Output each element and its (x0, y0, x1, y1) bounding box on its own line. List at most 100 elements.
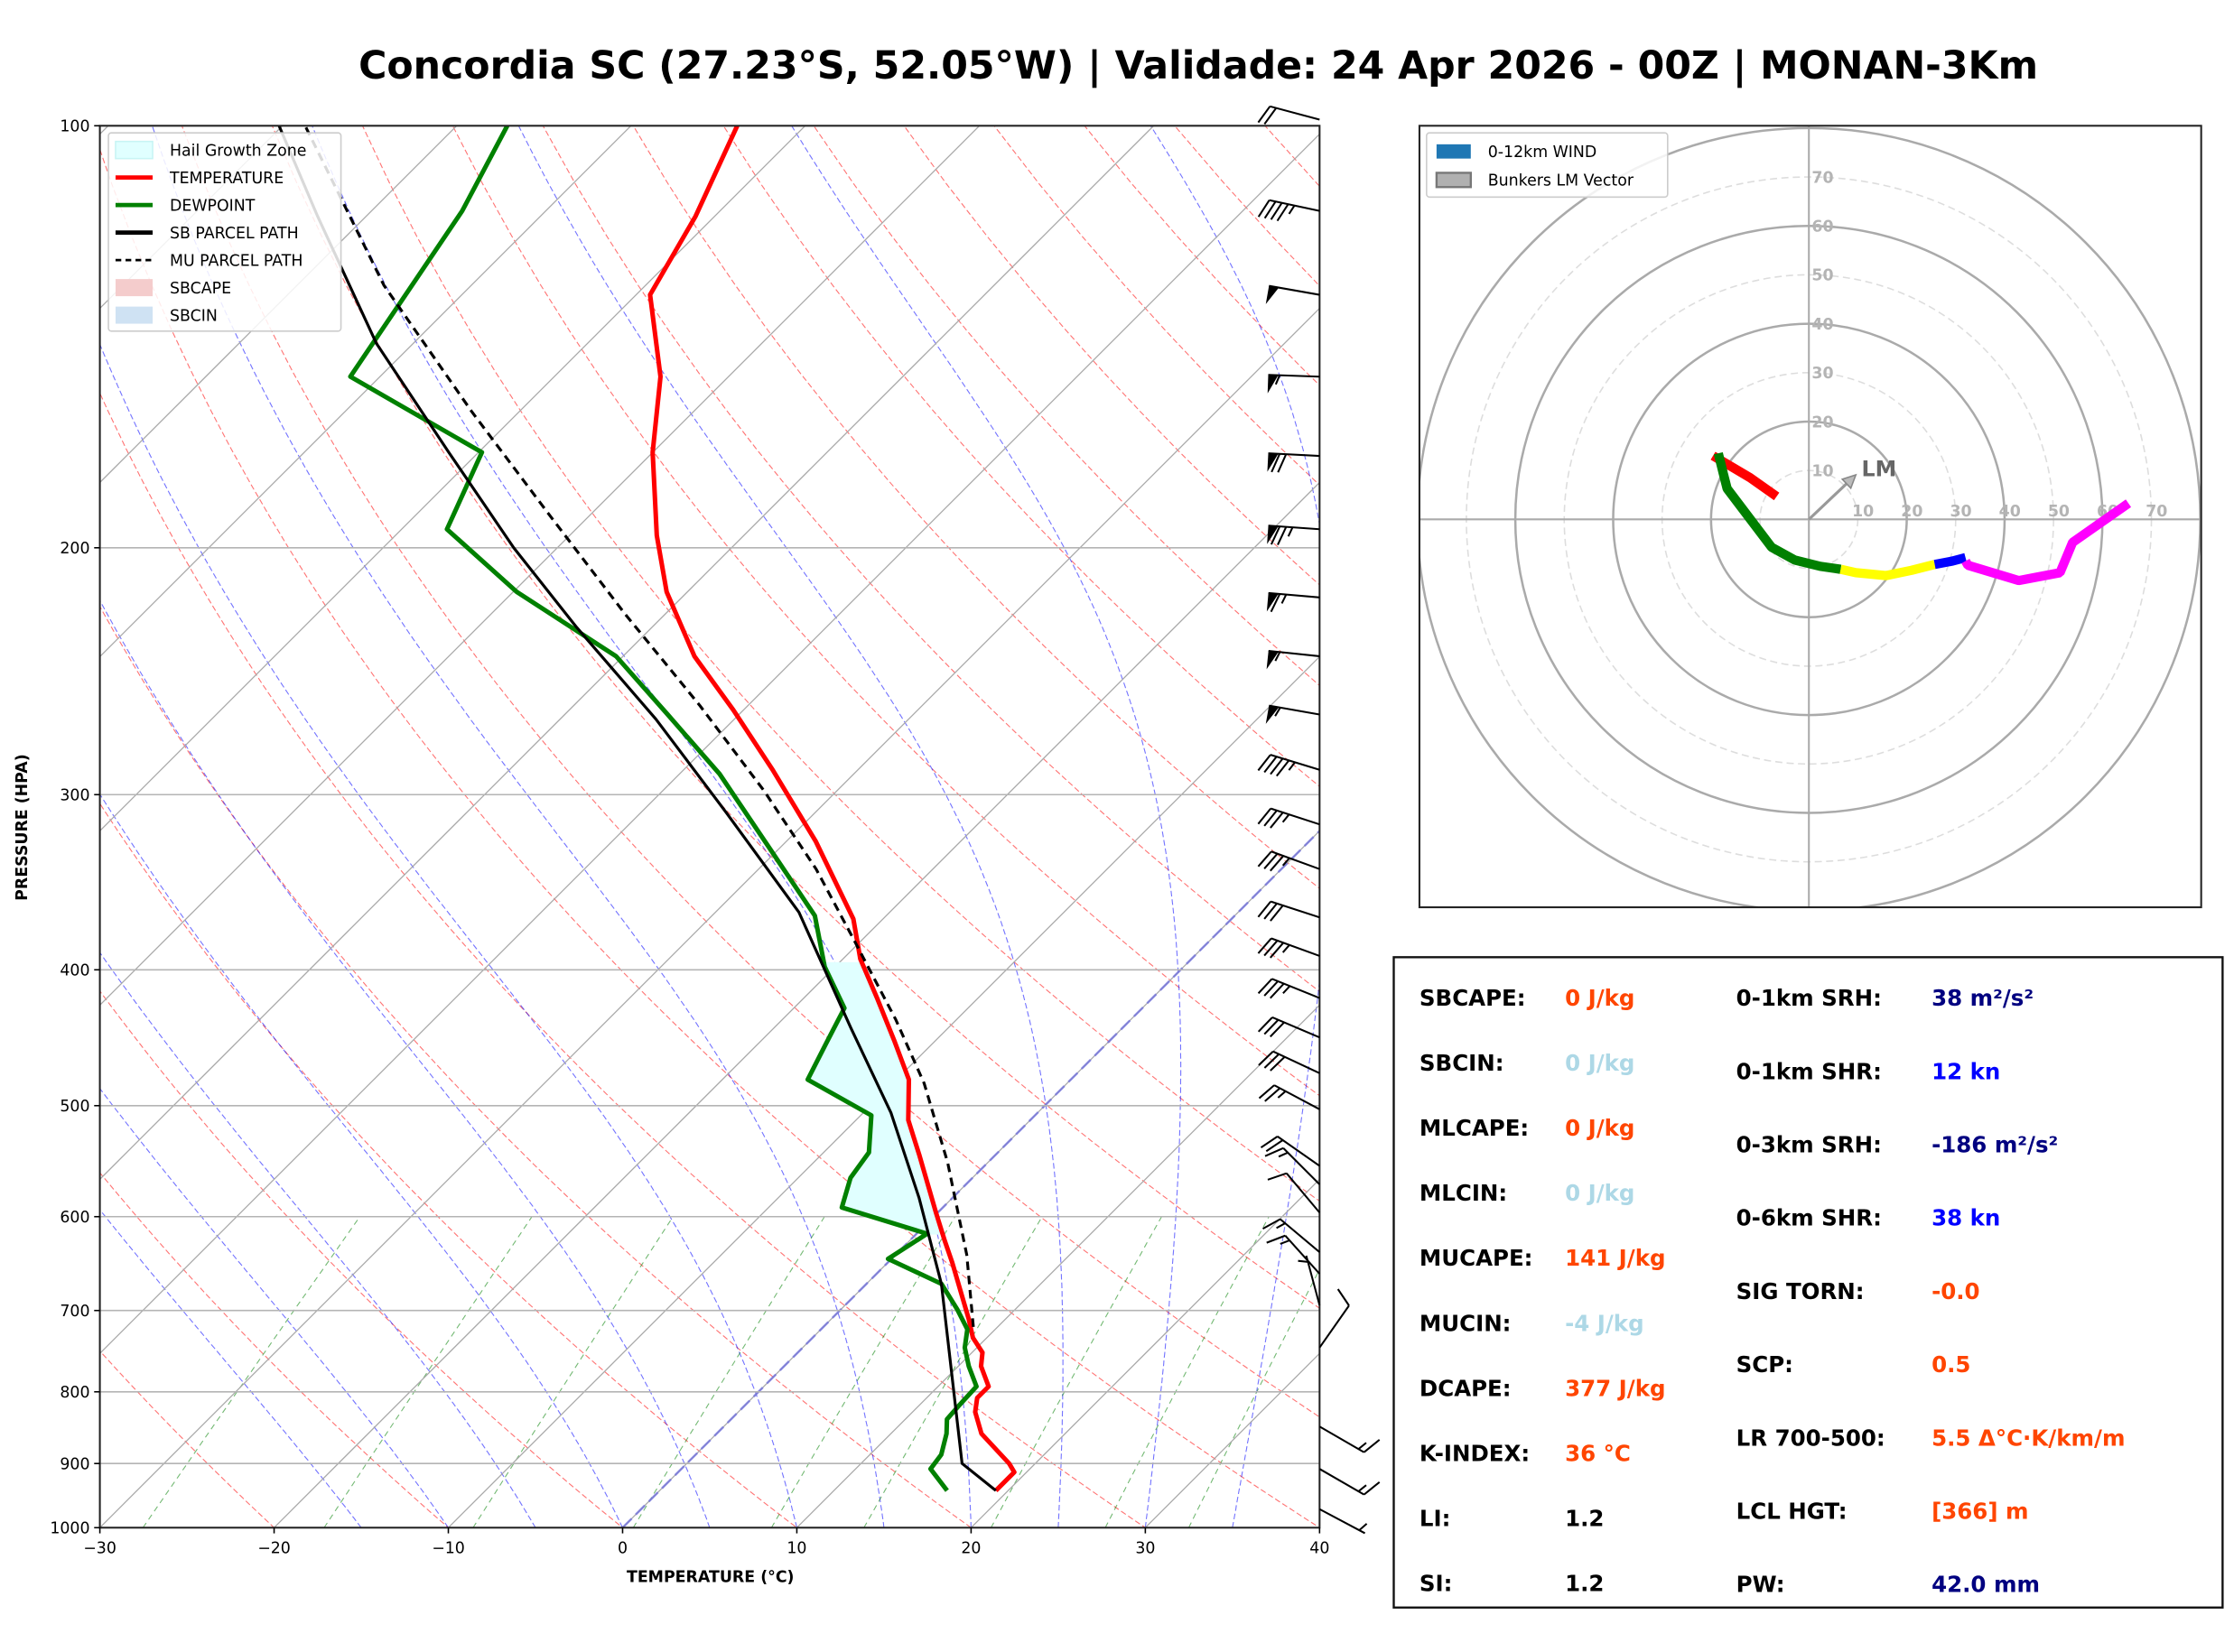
barb-staff (1305, 1255, 1321, 1306)
barb-feather (1262, 1218, 1281, 1230)
ring-label-v: 70 (1811, 169, 1833, 187)
barb-feather (1270, 202, 1283, 220)
wind-barb (1264, 1146, 1321, 1185)
y-tick-label: 100 (60, 118, 89, 136)
barb-staff (1269, 284, 1320, 296)
legend-label: Hail Growth Zone (170, 142, 306, 160)
stat-label: PW: (1736, 1572, 1785, 1598)
moist-adiabat (99, 1087, 449, 1528)
legend-label: MU PARCEL PATH (170, 252, 303, 270)
barb-staff (1277, 1136, 1320, 1167)
wind-barb (1258, 1084, 1320, 1110)
barb-half-feather (1288, 761, 1296, 771)
stat-label: MLCIN: (1420, 1180, 1507, 1206)
isotherm (448, 655, 1320, 1528)
barb-half-feather (1276, 1222, 1286, 1230)
stat-value: 0.5 (1931, 1351, 1970, 1378)
stat-row: SI: 1.2 (1420, 1570, 1605, 1596)
stat-row: SIG TORN: -0.0 (1736, 1278, 1980, 1304)
legend-label: SB PARCEL PATH (170, 225, 299, 243)
dewpoint-line (348, 125, 979, 1492)
wind-barb (1265, 284, 1320, 304)
legend-swatch (1436, 144, 1471, 159)
y-tick-label: 300 (60, 787, 89, 805)
barb-feather (1257, 754, 1271, 772)
isotherm (99, 125, 458, 484)
legend-item: TEMPERATURE (115, 170, 284, 188)
dry-adiabat (99, 803, 798, 1528)
barb-feather (1258, 1084, 1275, 1100)
stat-row: MLCIN: 0 J/kg (1420, 1180, 1635, 1206)
dry-adiabat (632, 125, 1320, 889)
barb-half-feather (1281, 857, 1290, 867)
stat-label: 0-1km SRH: (1736, 985, 1882, 1011)
legend-swatch (115, 306, 154, 324)
barb-feather (1264, 1087, 1281, 1102)
y-tick-label: 700 (60, 1303, 89, 1321)
hodograph-segment (1933, 552, 1968, 570)
stat-label: SCP: (1736, 1351, 1793, 1378)
y-tick-label: 900 (60, 1456, 89, 1474)
barb-feather (1263, 200, 1277, 219)
legend-label: Bunkers LM Vector (1488, 172, 1634, 190)
x-tick-label: 10 (787, 1540, 806, 1558)
barb-feather (1263, 852, 1279, 869)
wind-barb (1266, 649, 1320, 670)
stat-value: 36 °C (1565, 1440, 1631, 1466)
stat-row: 0-6km SHR: 38 kn (1736, 1205, 2001, 1231)
moist-adiabat (517, 125, 1064, 1528)
wind-barb (1266, 591, 1320, 613)
wind-barb (1267, 524, 1320, 546)
barb-feather (1263, 1019, 1280, 1035)
stat-value: -0.0 (1931, 1278, 1980, 1304)
stat-value: 1.2 (1565, 1505, 1604, 1531)
barb-staff (1280, 1218, 1320, 1253)
wind-barb (1257, 105, 1320, 125)
barb-feather (1276, 203, 1289, 222)
x-tick-label: −30 (83, 1540, 116, 1558)
wind-barb (1265, 704, 1320, 724)
wind-barb (1257, 807, 1320, 829)
moist-adiabat (1150, 125, 1320, 1528)
barb-staff (1268, 524, 1320, 531)
stat-value: 141 J/kg (1565, 1245, 1665, 1271)
stat-row: LCL HGT: [366] m (1736, 1498, 2029, 1524)
barb-pennant (1266, 592, 1279, 612)
barb-feather (1277, 526, 1288, 546)
barb-half-feather (1280, 594, 1288, 604)
barb-staff (1270, 105, 1320, 121)
stat-row: SBCAPE: 0 J/kg (1420, 985, 1635, 1011)
barb-feather (1277, 453, 1288, 473)
barb-feather (1264, 1146, 1284, 1157)
moist-adiabat (152, 125, 885, 1528)
stat-row: MLCAPE: 0 J/kg (1420, 1115, 1635, 1141)
legend-item: Bunkers LM Vector (1435, 172, 1634, 190)
barb-half-feather (1288, 205, 1296, 215)
barb-feather (1270, 593, 1281, 613)
isotherm (99, 125, 806, 832)
barb-pennant (1267, 453, 1279, 472)
stat-label: MLCAPE: (1420, 1115, 1529, 1141)
stat-label: 0-6km SHR: (1736, 1205, 1882, 1231)
ring-label-u: 20 (1901, 503, 1922, 521)
stat-value: 42.0 mm (1931, 1572, 2040, 1598)
stat-row: DCAPE: 377 J/kg (1420, 1375, 1666, 1401)
legend-item: 0-12km WIND (1436, 144, 1596, 162)
barb-half-feather (1281, 944, 1290, 953)
barb-feather (1263, 903, 1278, 920)
x-tick-label: 30 (1135, 1540, 1155, 1558)
stat-row: MUCIN: -4 J/kg (1420, 1310, 1644, 1336)
ring-label-v: 60 (1811, 218, 1833, 237)
moist-adiabat (99, 343, 798, 1528)
barb-feather (1263, 756, 1278, 774)
barb-feather (1266, 1234, 1286, 1244)
barb-staff (1284, 1235, 1321, 1275)
x-tick-label: −10 (432, 1540, 465, 1558)
barb-feather (1270, 1056, 1286, 1072)
wind-barb (1318, 1288, 1350, 1349)
isotherm (99, 133, 1320, 1355)
dry-adiabat (99, 605, 973, 1528)
barb-half-feather (1358, 1523, 1368, 1531)
